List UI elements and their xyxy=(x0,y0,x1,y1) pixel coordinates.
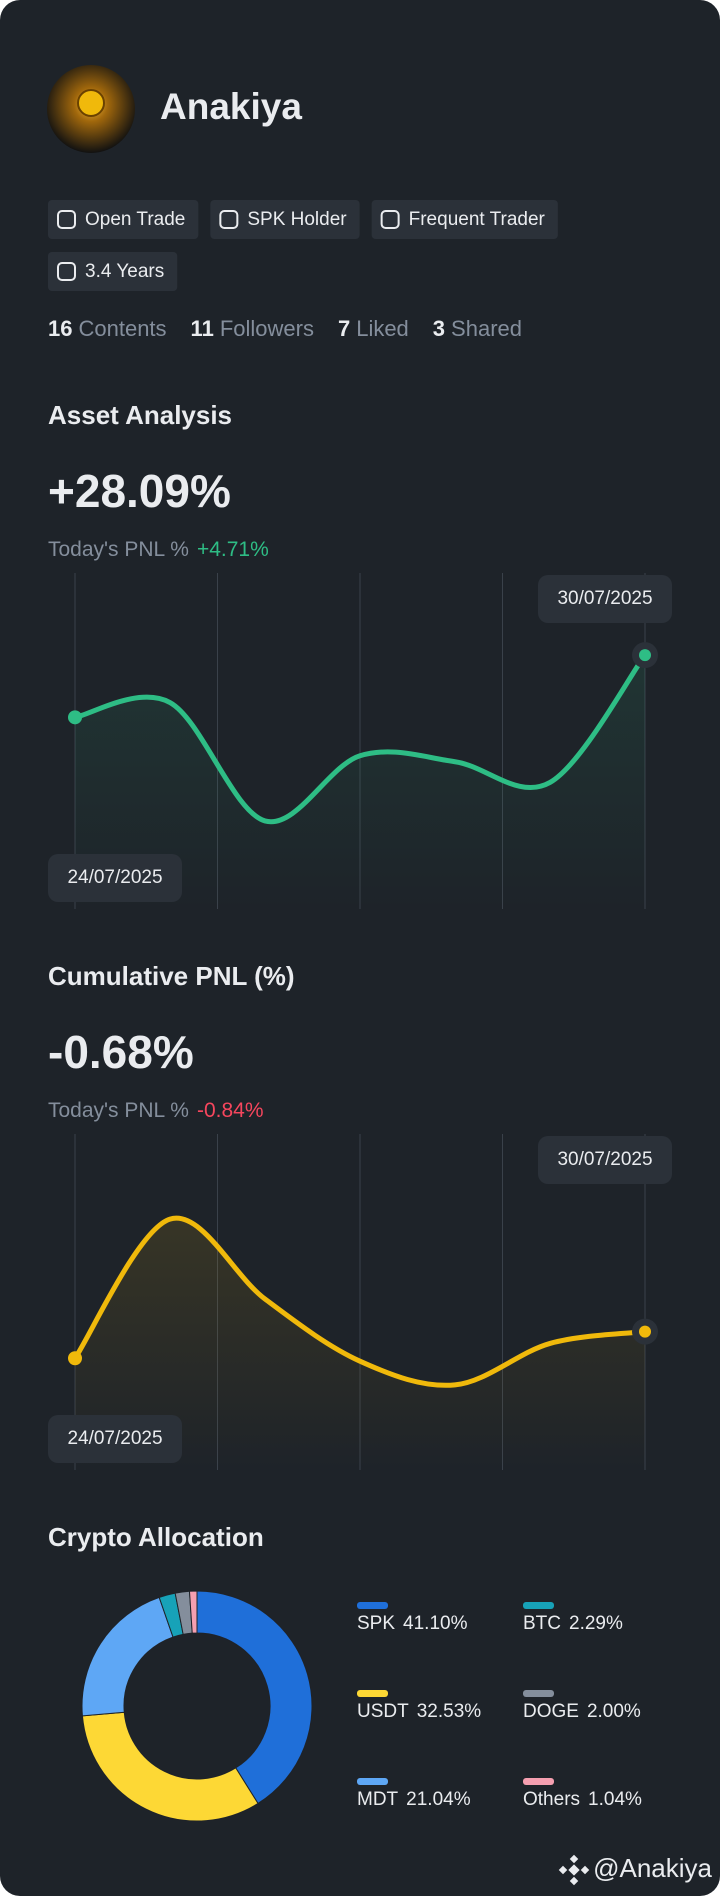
legend-value: 1.04% xyxy=(588,1789,642,1810)
legend-swatch xyxy=(357,1602,388,1609)
section-title: Crypto Allocation xyxy=(48,1522,264,1552)
tag-icon xyxy=(219,210,239,229)
date-badge xyxy=(48,1415,182,1463)
date-label: 24/07/2025 xyxy=(67,1428,162,1449)
line xyxy=(72,1215,646,1388)
legend-value: 32.53% xyxy=(417,1701,482,1722)
legend-swatch xyxy=(523,1690,554,1697)
date-label: 30/07/2025 xyxy=(557,588,652,609)
legend-value: 2.29% xyxy=(569,1613,623,1634)
pnl-line: Today's PNL % -0.84% xyxy=(48,1099,264,1122)
date-label: 30/07/2025 xyxy=(557,1149,652,1170)
legend-swatch xyxy=(523,1778,554,1785)
start-point xyxy=(68,710,82,725)
tag-label: 3.4 Years xyxy=(85,261,164,282)
footer: @Anakiya xyxy=(558,1853,713,1886)
legend-name: MDT xyxy=(357,1789,399,1810)
legend-entry: USDT 32.53% xyxy=(357,1701,481,1722)
end-point xyxy=(639,649,651,662)
date-label: 24/07/2025 xyxy=(67,867,162,888)
headline-value: +28.09% xyxy=(48,465,231,517)
tag: 3.4 Years xyxy=(48,252,178,291)
line-area xyxy=(75,655,645,909)
tag: Frequent Trader xyxy=(371,200,558,239)
tag-box xyxy=(48,252,178,291)
logo xyxy=(558,1854,590,1886)
section-title: Cumulative PNL (%) xyxy=(48,961,295,991)
legend-name: Others xyxy=(523,1789,580,1810)
legend-name: BTC xyxy=(523,1613,561,1634)
tag-list: Open Trade SPK Holder Frequent Trader 3.4 Y… xyxy=(48,200,558,291)
donut-segment xyxy=(81,1596,174,1717)
headline-value: -0.68% xyxy=(48,1026,194,1078)
legend-value: 21.04% xyxy=(406,1789,471,1810)
tag-box xyxy=(48,200,199,239)
stat-count: 3 xyxy=(433,316,445,341)
pnl-label: Today's PNL % xyxy=(48,1099,189,1122)
stats-line: 16 Contents 11 Followers 7 Liked 3 Shared xyxy=(48,316,522,341)
tag-box xyxy=(371,200,558,239)
stat-label: Followers xyxy=(220,316,314,341)
start-point xyxy=(68,1351,82,1366)
tag-label: SPK Holder xyxy=(247,209,347,230)
tag-icon xyxy=(57,262,76,281)
avatar-coin xyxy=(77,89,105,117)
date-badge xyxy=(538,1136,672,1184)
pnl-value: -0.84% xyxy=(197,1099,264,1122)
tag-label: Open Trade xyxy=(85,209,185,230)
stat-count: 16 xyxy=(48,316,72,341)
pnl-value: +4.71% xyxy=(197,538,269,561)
legend-swatch xyxy=(523,1602,554,1609)
line-area xyxy=(75,1218,645,1470)
footer-handle: @Anakiya xyxy=(593,1853,712,1883)
donut-segment xyxy=(196,1590,313,1805)
end-point xyxy=(639,1325,651,1338)
stat-label: Liked xyxy=(356,316,409,341)
tag: Open Trade xyxy=(48,200,199,239)
stat-label: Contents xyxy=(78,316,166,341)
line xyxy=(74,653,648,825)
pnl-line: Today's PNL % +4.71% xyxy=(48,538,269,561)
legend-value: 41.10% xyxy=(403,1613,468,1634)
legend-entry: SPK 41.10% xyxy=(357,1613,468,1634)
tag-box xyxy=(210,200,360,239)
tag-icon xyxy=(57,210,76,229)
legend-name: SPK xyxy=(357,1613,395,1634)
donut-segment xyxy=(188,1590,198,1634)
donut-segment xyxy=(81,1711,259,1822)
stat-count: 11 xyxy=(191,316,214,341)
tag-icon xyxy=(380,210,400,229)
stat-label: Shared xyxy=(451,316,522,341)
legend-value: 2.00% xyxy=(587,1701,641,1722)
tag: SPK Holder xyxy=(210,200,360,239)
legend-entry: MDT 21.04% xyxy=(357,1789,471,1810)
legend-name: USDT xyxy=(357,1701,409,1722)
section-title: Asset Analysis xyxy=(48,400,232,430)
tag-label: Frequent Trader xyxy=(409,209,546,230)
date-badge xyxy=(538,575,672,623)
legend-swatch xyxy=(357,1690,388,1697)
legend-swatch xyxy=(357,1778,388,1785)
date-badge xyxy=(48,854,182,902)
stat-count: 7 xyxy=(338,316,350,341)
pnl-label: Today's PNL % xyxy=(48,538,189,561)
profile-name: Anakiya xyxy=(160,86,302,127)
legend-name: DOGE xyxy=(523,1701,579,1722)
legend-entry: DOGE 2.00% xyxy=(523,1701,641,1722)
legend-entry: Others 1.04% xyxy=(523,1789,642,1810)
legend-entry: BTC 2.29% xyxy=(523,1613,623,1634)
